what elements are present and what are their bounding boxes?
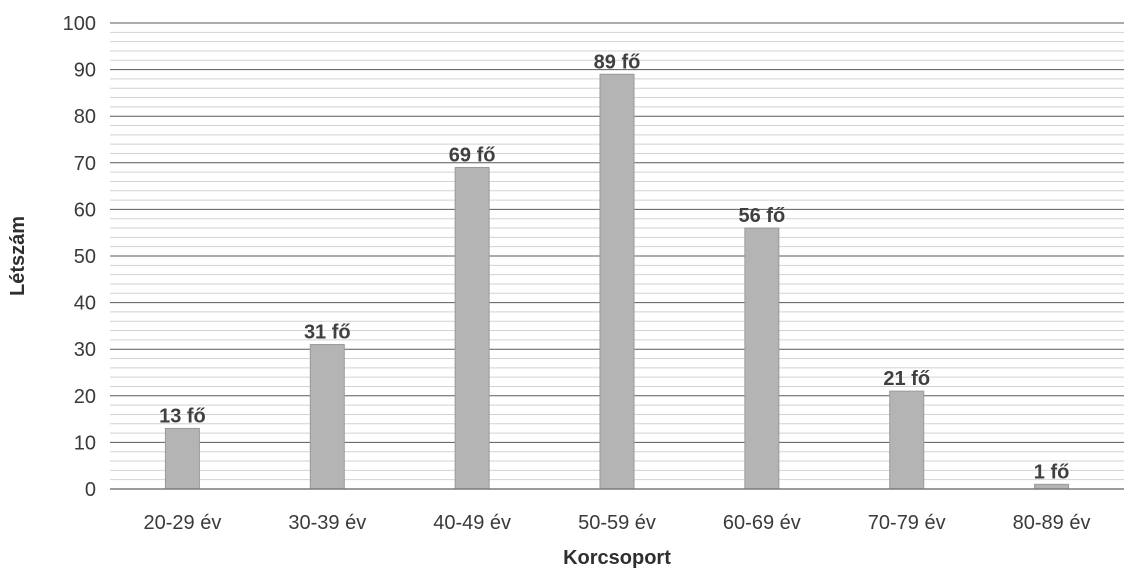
y-tick-label: 80 xyxy=(74,106,96,128)
y-tick-label: 50 xyxy=(74,246,96,268)
y-tick-label: 70 xyxy=(74,153,96,175)
x-axis-ticks: 20-29 év 30-39 év 40-49 év 50-59 év 60-69 év… xyxy=(144,512,1091,534)
x-tick-label: 80-89 év xyxy=(1013,512,1091,534)
bar-20-29 év xyxy=(164,427,200,490)
y-tick-label: 60 xyxy=(74,199,96,221)
data-label: 21 fő xyxy=(883,368,930,390)
bar-70-79 év xyxy=(889,390,925,490)
y-axis-title: Létszám xyxy=(7,216,29,296)
y-tick-label: 20 xyxy=(74,386,96,408)
x-tick-label: 70-79 év xyxy=(868,512,946,534)
bar-series xyxy=(164,73,1070,490)
bar-60-69 év xyxy=(744,227,780,490)
y-axis-ticks: 0 10 20 30 40 50 60 70 80 90 100 xyxy=(63,13,96,501)
bar-50-59 év xyxy=(599,73,635,490)
y-tick-label: 100 xyxy=(63,13,96,35)
data-label: 69 fő xyxy=(449,144,496,166)
x-axis-title: Korcsoport xyxy=(563,547,671,569)
x-tick-label: 20-29 év xyxy=(144,512,222,534)
bar-30-39 év xyxy=(309,344,345,490)
data-label: 1 fő xyxy=(1034,461,1070,483)
x-tick-label: 50-59 év xyxy=(578,512,656,534)
y-tick-label: 40 xyxy=(74,293,96,315)
data-label: 56 fő xyxy=(739,205,786,227)
data-label: 13 fő xyxy=(159,405,206,427)
y-tick-label: 30 xyxy=(74,339,96,361)
data-labels: 13 fő 31 fő 69 fő 89 fő 56 fő 21 fő 1 fő xyxy=(159,51,1069,483)
data-label: 89 fő xyxy=(594,51,641,73)
x-tick-label: 60-69 év xyxy=(723,512,801,534)
x-tick-label: 40-49 év xyxy=(433,512,511,534)
bar-40-49 év xyxy=(454,166,490,490)
y-tick-label: 90 xyxy=(74,60,96,82)
y-tick-label: 0 xyxy=(85,479,96,501)
data-label: 31 fő xyxy=(304,322,351,344)
y-tick-label: 10 xyxy=(74,432,96,454)
x-tick-label: 30-39 év xyxy=(288,512,366,534)
